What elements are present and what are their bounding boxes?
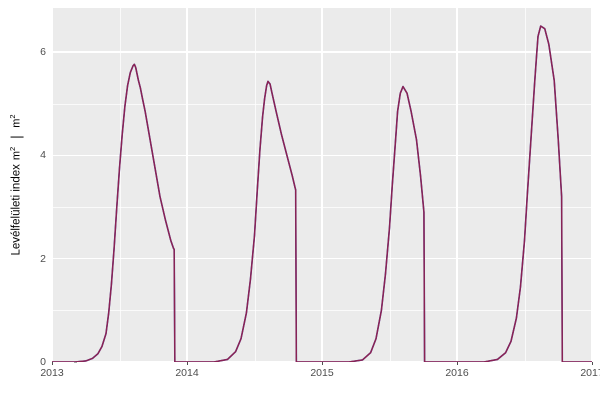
- y-axis-tick-label: 2: [40, 252, 46, 265]
- gridline-major-horizontal: [52, 258, 592, 260]
- y-axis-units-fraction: m2 m2: [7, 114, 24, 161]
- gridline-major-vertical: [456, 8, 458, 362]
- x-axis-tick-label: 2017: [580, 367, 600, 379]
- gridline-minor-horizontal: [52, 103, 592, 105]
- gridline-minor-vertical: [254, 8, 256, 362]
- y-axis-ticks: 0 2 4 6: [26, 8, 77, 368]
- y-axis-tick-label: 0: [40, 356, 46, 368]
- x-axis-tick-label: 2015: [310, 367, 334, 379]
- x-axis-tick-mark: [187, 362, 188, 365]
- x-axis-tick-label: 2014: [175, 367, 199, 379]
- y-axis-tick-mark: [74, 361, 77, 363]
- gridline-minor-vertical: [524, 8, 526, 362]
- gridline-major-vertical: [591, 8, 592, 362]
- y-axis-tick-label: 4: [40, 149, 46, 162]
- x-axis-tick-label: 2016: [445, 367, 469, 379]
- gridline-major-vertical: [52, 8, 53, 362]
- plot-panel: [52, 8, 592, 362]
- x-axis-tick-mark: [592, 362, 593, 365]
- x-axis-tick-mark: [457, 362, 458, 365]
- gridline-minor-horizontal: [52, 310, 592, 311]
- gridline-major-horizontal: [52, 51, 592, 53]
- series-line: [52, 25, 592, 362]
- fraction-bar: [10, 136, 24, 138]
- y-axis-units-numerator: m2: [7, 146, 23, 161]
- gridline-minor-vertical: [119, 8, 121, 362]
- y-axis-tick-label: 6: [40, 45, 46, 58]
- gridline-minor-vertical: [389, 8, 391, 362]
- x-axis-ticks: 2013 2014 2015 2016 2017: [40, 362, 600, 390]
- x-axis-tick-mark: [322, 362, 323, 365]
- y-axis-units-denominator: m2: [7, 114, 23, 128]
- gridline-major-vertical: [321, 8, 323, 362]
- gridline-major-vertical: [186, 8, 188, 362]
- x-axis-tick-mark: [52, 362, 53, 365]
- x-axis-tick-label: 2013: [40, 367, 64, 379]
- y-axis-title-text: Levélfelületi index: [11, 164, 24, 256]
- gridline-major-horizontal: [52, 154, 592, 156]
- series-line: [52, 25, 592, 362]
- series-lines: [52, 25, 592, 362]
- gridline-minor-horizontal: [52, 206, 592, 208]
